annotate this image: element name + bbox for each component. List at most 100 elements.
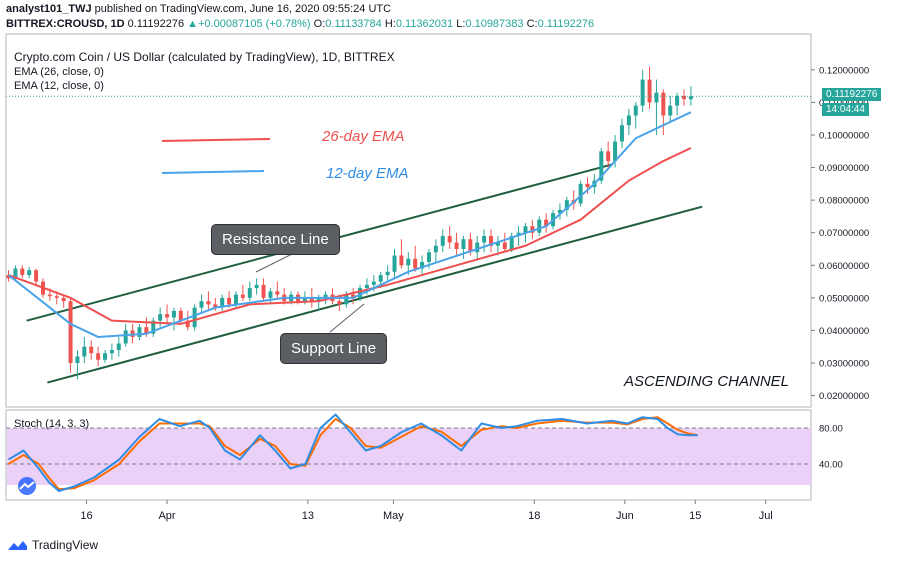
candle-body bbox=[502, 242, 507, 250]
candle-body bbox=[475, 242, 480, 253]
candle-body bbox=[227, 297, 232, 305]
last-price: 0.11192276 bbox=[127, 18, 185, 30]
time-tick-label: Jul bbox=[759, 510, 773, 522]
candle-body bbox=[564, 200, 569, 210]
candle-body bbox=[557, 209, 562, 214]
price-change: +0.00087105 (+0.78%) bbox=[198, 18, 311, 30]
publish-info: analyst101_TWJ published on TradingView.… bbox=[6, 3, 391, 15]
candle-body bbox=[351, 294, 356, 298]
candle-body bbox=[385, 271, 390, 276]
price-tick-label: 0.08000000 bbox=[819, 196, 869, 207]
candle-body bbox=[144, 327, 149, 334]
low-label: L: bbox=[456, 18, 466, 30]
tradingview-logo[interactable]: TradingView bbox=[6, 538, 98, 552]
candle-body bbox=[75, 356, 80, 364]
resistance-callout: Resistance Line bbox=[211, 224, 340, 255]
watermark-logo bbox=[18, 477, 36, 495]
candle-body bbox=[371, 281, 376, 285]
close-value: 0.11192276 bbox=[537, 18, 595, 30]
candle-body bbox=[509, 235, 514, 250]
ema26-legend[interactable]: EMA (26, close, 0) bbox=[14, 66, 104, 78]
candle-body bbox=[178, 310, 183, 321]
candle-body bbox=[364, 284, 369, 289]
price-tick-label: 0.03000000 bbox=[819, 359, 869, 370]
candle-body bbox=[82, 346, 87, 357]
stoch-level-label: 80.00 bbox=[819, 424, 843, 435]
publish-details: published on TradingView.com, June 16, 2… bbox=[94, 3, 392, 15]
open-label: O: bbox=[313, 18, 326, 30]
candle-body bbox=[399, 255, 404, 266]
candle-body bbox=[68, 301, 73, 364]
candle-body bbox=[61, 297, 66, 302]
brand-name: TradingView bbox=[32, 538, 99, 552]
price-tick-label: 0.02000000 bbox=[819, 391, 869, 402]
candle-body bbox=[640, 79, 645, 106]
price-tick-label: 0.12000000 bbox=[819, 65, 869, 76]
candle-body bbox=[27, 270, 32, 276]
candle-body bbox=[109, 349, 114, 354]
candle-body bbox=[447, 235, 452, 243]
candle-body bbox=[626, 115, 631, 126]
candle-body bbox=[192, 307, 197, 328]
candle-body bbox=[13, 268, 18, 279]
close-label: C: bbox=[526, 18, 538, 30]
candle-body bbox=[240, 294, 245, 298]
price-tick-label: 0.05000000 bbox=[819, 293, 869, 304]
time-tick-label: Apr bbox=[158, 510, 175, 522]
channel-annotation: ASCENDING CHANNEL bbox=[624, 373, 790, 390]
support-line bbox=[47, 205, 703, 384]
candle-body bbox=[358, 288, 363, 298]
price-tick-label: 0.09000000 bbox=[819, 163, 869, 174]
price-tick-label: 0.07000000 bbox=[819, 228, 869, 239]
candle-body bbox=[158, 314, 163, 321]
candle-body bbox=[461, 239, 466, 250]
candle-body bbox=[530, 226, 535, 233]
time-axis[interactable]: 16 Apr 13 May 18 Jun 15 Jul bbox=[80, 500, 773, 522]
time-tick-label: 16 bbox=[80, 510, 92, 522]
candle-body bbox=[54, 296, 59, 298]
candle-body bbox=[378, 275, 383, 282]
candle-body bbox=[103, 353, 108, 360]
candle-body bbox=[185, 320, 190, 328]
candle-body bbox=[309, 297, 314, 302]
candle-body bbox=[585, 183, 590, 188]
time-tick-label: May bbox=[383, 510, 404, 522]
candle-body bbox=[426, 252, 431, 263]
ema12-legend[interactable]: EMA (12, close, 0) bbox=[14, 80, 104, 92]
candle-body bbox=[206, 301, 211, 305]
stoch-legend[interactable]: Stoch (14, 3, 3) bbox=[14, 418, 90, 430]
candle-body bbox=[268, 291, 273, 298]
candle-body bbox=[675, 95, 680, 106]
ema26-line bbox=[8, 147, 692, 325]
open-value: 0.11133784 bbox=[325, 18, 382, 30]
candle-body bbox=[213, 304, 218, 308]
candle-body bbox=[20, 268, 25, 276]
candle-body bbox=[433, 245, 438, 253]
candle-body bbox=[254, 284, 259, 289]
ema12-line bbox=[7, 111, 692, 338]
candle-body bbox=[123, 330, 128, 344]
time-tick-label: 13 bbox=[302, 510, 314, 522]
candle-body bbox=[171, 310, 176, 318]
candle-body bbox=[682, 95, 687, 100]
candle-body bbox=[116, 343, 121, 350]
candle-body bbox=[47, 294, 52, 297]
high-value: 0.11362031 bbox=[395, 18, 454, 30]
candle-body bbox=[323, 294, 328, 298]
candle-body bbox=[613, 141, 618, 162]
candle-body bbox=[413, 258, 418, 269]
stoch-band bbox=[7, 428, 811, 485]
candle-body bbox=[137, 327, 142, 337]
candle-body bbox=[420, 262, 425, 269]
countdown-tag: 14:04:44 bbox=[822, 103, 869, 117]
price-tick-label: 0.04000000 bbox=[819, 326, 869, 337]
candle-body bbox=[633, 105, 638, 116]
candle-body bbox=[261, 284, 266, 298]
author-name[interactable]: analyst101_TWJ bbox=[6, 3, 92, 15]
price-pane-border bbox=[5, 33, 812, 408]
candle-body bbox=[275, 291, 280, 295]
change-arrow-icon: ▲ bbox=[187, 18, 199, 30]
candle-body bbox=[6, 275, 11, 279]
ema26-annotation: 26-day EMA bbox=[322, 128, 405, 145]
